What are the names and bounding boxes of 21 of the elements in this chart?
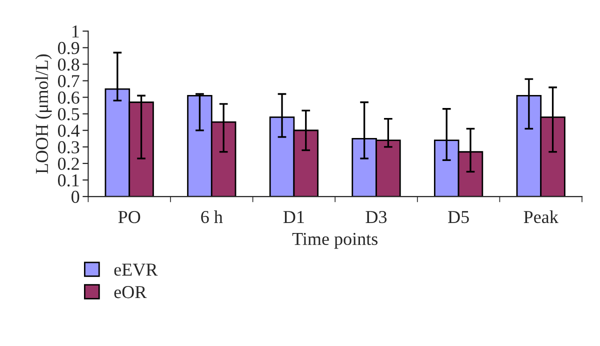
x-tick-label: 6 h (201, 210, 223, 224)
x-tick-label: D3 (366, 210, 387, 224)
y-tick-label: 0.5 (58, 108, 80, 120)
y-tick-label: 0.2 (58, 158, 79, 170)
legend-label: eEVR (114, 264, 158, 276)
x-tick-label: D5 (448, 211, 469, 224)
y-tick-label: 0.9 (58, 42, 80, 54)
legend-label: eOR (114, 286, 147, 298)
y-tick-label: 0.3 (58, 141, 80, 154)
y-tick-label: 0 (72, 190, 80, 203)
x-tick-label: PO (118, 210, 140, 224)
y-axis-title: LOOH (μmol/L) (35, 54, 52, 174)
y-tick-label: 0.6 (58, 92, 80, 104)
x-tick-label: D1 (283, 211, 304, 223)
y-tick-label: 0.1 (58, 174, 79, 187)
x-tick-label: Peak (524, 210, 558, 224)
y-tick-label: 1 (72, 25, 79, 38)
x-axis-title: Time points (292, 232, 378, 249)
y-tick-label: 0.7 (58, 75, 80, 88)
y-tick-label: 0.8 (58, 58, 80, 71)
y-tick-label: 0.4 (58, 124, 80, 137)
